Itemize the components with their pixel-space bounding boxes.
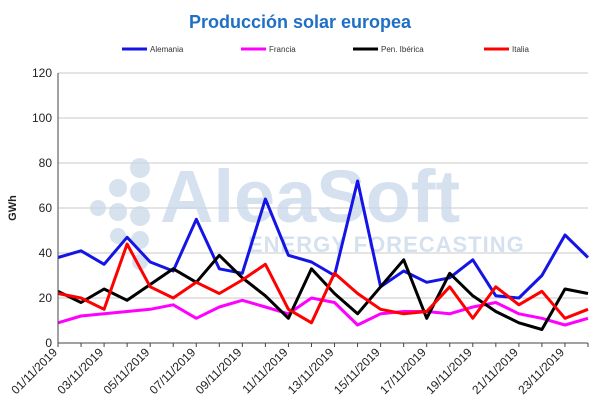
watermark-dot bbox=[109, 203, 127, 221]
series-line-francia bbox=[57, 296, 589, 327]
y-tick-label: 60 bbox=[39, 201, 53, 215]
aleasoft-watermark-logo: AleaSoft ENERGY FORECASTING bbox=[90, 155, 525, 270]
y-tick-label: 100 bbox=[32, 111, 52, 125]
x-tick-label: 17/11/2019 bbox=[377, 345, 429, 397]
watermark-dot bbox=[90, 200, 106, 216]
y-tick-label: 120 bbox=[32, 66, 52, 80]
series-line-pen-iberica bbox=[57, 253, 589, 331]
y-tick-label: 40 bbox=[39, 246, 53, 260]
x-tick-label: 11/11/2019 bbox=[239, 345, 290, 396]
watermark-dot bbox=[130, 158, 150, 178]
legend-label-italia: Italia bbox=[512, 45, 529, 54]
watermark-dot bbox=[130, 206, 150, 226]
watermark-dots-icon bbox=[90, 158, 150, 270]
legend-label-alemania: Alemania bbox=[150, 45, 184, 54]
x-tick-label: 03/11/2019 bbox=[54, 345, 106, 397]
watermark-brand: AleaSoft bbox=[160, 155, 460, 238]
y-tick-label: 0 bbox=[45, 336, 52, 350]
series-line-italia bbox=[57, 242, 589, 325]
axes bbox=[57, 73, 588, 344]
x-tick-label: 23/11/2019 bbox=[515, 345, 567, 397]
legend: Alemania Francia Pen. Ibérica Italia bbox=[122, 45, 529, 54]
y-axis-label: GWh bbox=[7, 195, 19, 221]
legend-label-pen-iberica: Pen. Ibérica bbox=[381, 45, 424, 54]
x-tick-label: 05/11/2019 bbox=[101, 345, 153, 397]
watermark-dot bbox=[110, 228, 126, 244]
y-axis-ticks: 0 20 40 60 80 100 120 bbox=[32, 66, 52, 350]
x-tick-label: 13/11/2019 bbox=[285, 345, 337, 397]
series-lines bbox=[57, 179, 590, 331]
x-tick-label: 07/11/2019 bbox=[147, 345, 199, 397]
series-line-alemania bbox=[57, 179, 590, 300]
y-tick-label: 20 bbox=[39, 291, 53, 305]
legend-label-francia: Francia bbox=[269, 45, 296, 54]
x-tick-label: 01/11/2019 bbox=[8, 345, 60, 397]
watermark-dot bbox=[109, 179, 127, 197]
x-tick-label: 21/11/2019 bbox=[469, 345, 521, 397]
x-tick-label: 15/11/2019 bbox=[331, 345, 383, 397]
watermark-tagline: ENERGY FORECASTING bbox=[248, 232, 525, 257]
x-tick-label: 19/11/2019 bbox=[423, 345, 475, 397]
watermark-dot bbox=[130, 182, 150, 202]
chart-title: Producción solar europea bbox=[189, 12, 412, 32]
y-tick-label: 80 bbox=[39, 156, 53, 170]
x-axis-ticks: 01/11/201903/11/201905/11/201907/11/2019… bbox=[8, 343, 589, 397]
x-tick-label: 09/11/2019 bbox=[193, 345, 245, 397]
